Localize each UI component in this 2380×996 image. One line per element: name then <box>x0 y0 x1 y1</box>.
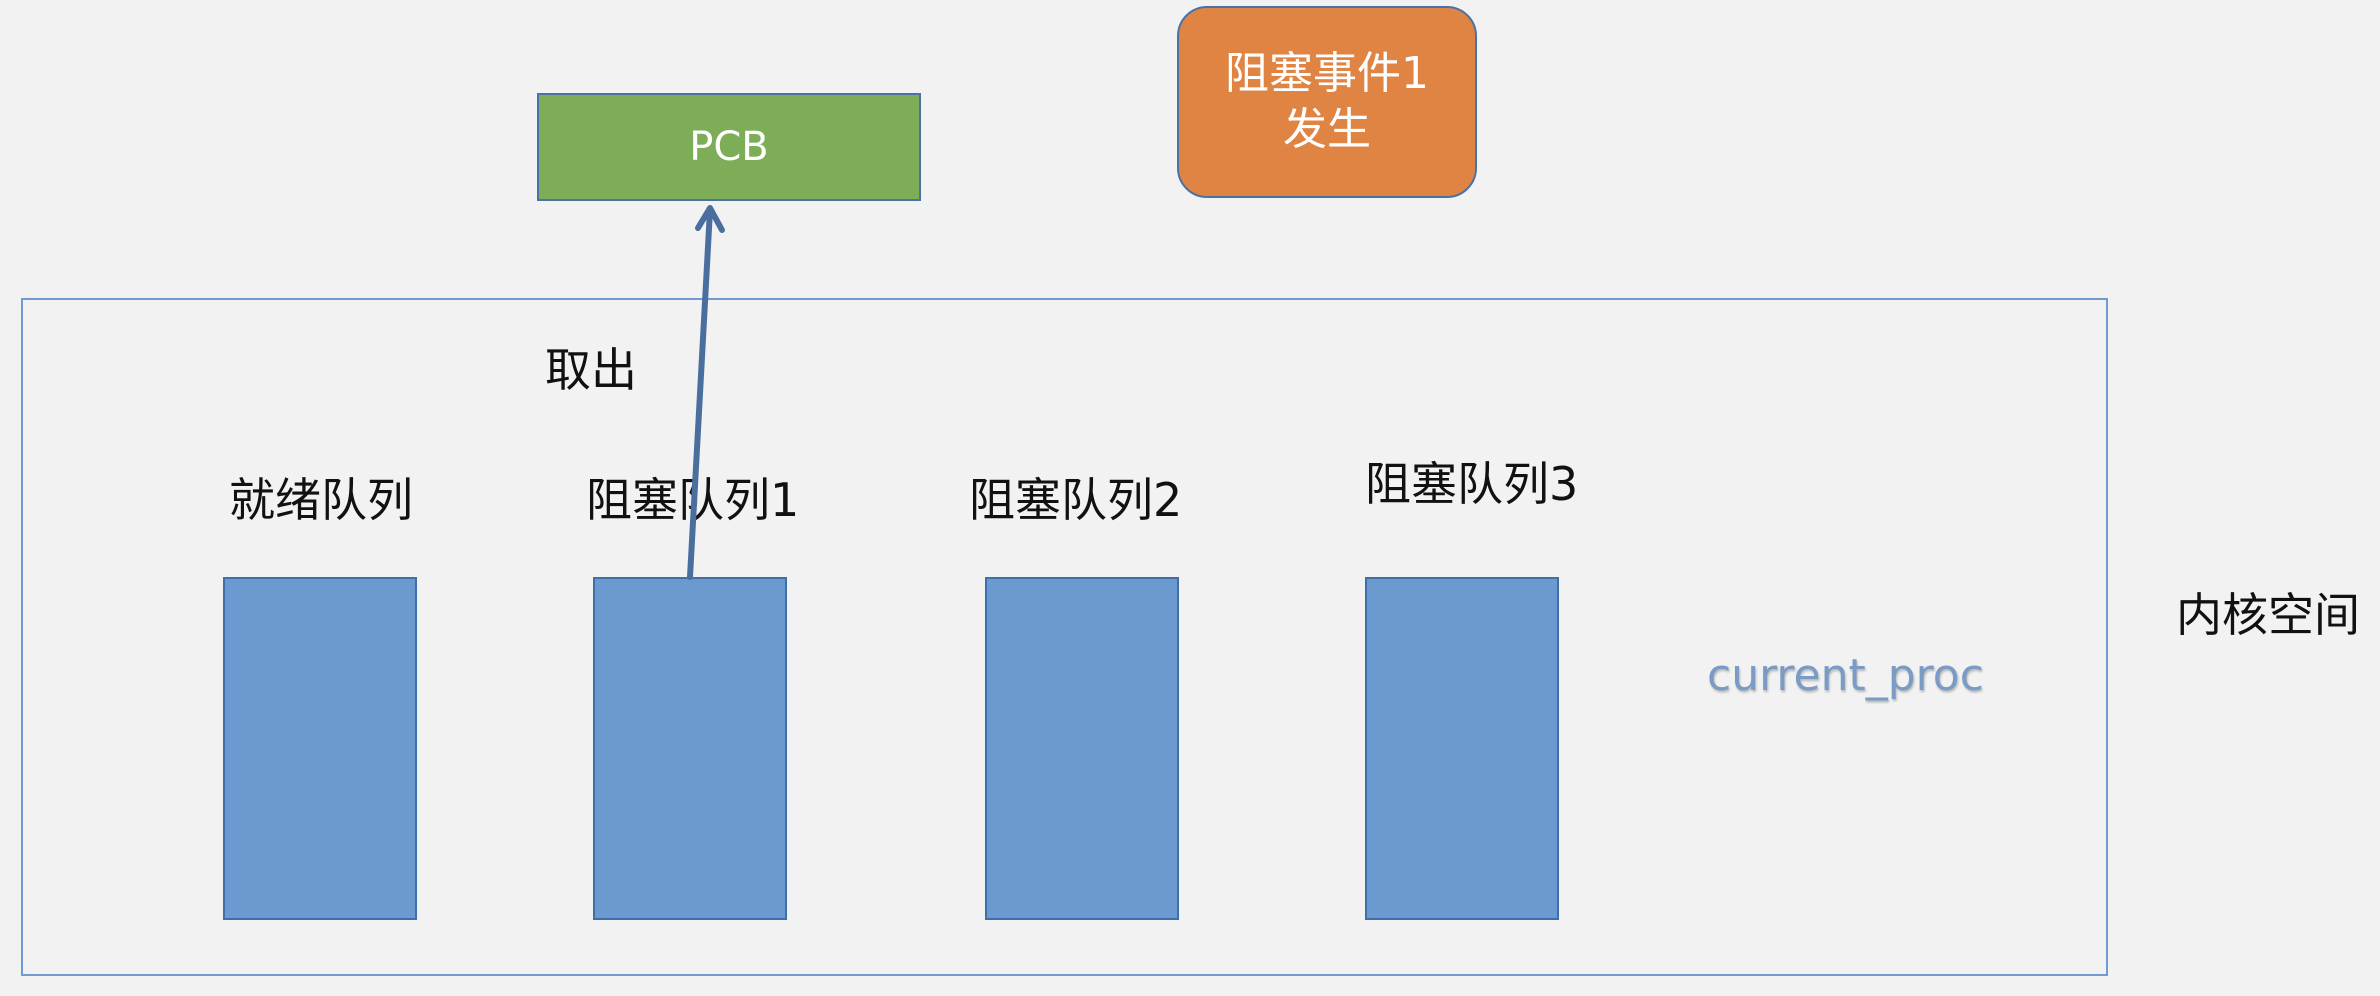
take-out-label: 取出 <box>545 343 637 397</box>
ready-queue-label: 就绪队列 <box>229 473 413 527</box>
blocked-queue-1-rect <box>593 577 787 920</box>
event-label-line2: 发生 <box>1283 104 1371 155</box>
blocked-queue-2-rect <box>985 577 1179 920</box>
pcb-box: PCB <box>537 93 921 201</box>
event-label-line1: 阻塞事件1 <box>1225 48 1429 99</box>
blocked-queue-3-label: 阻塞队列3 <box>1365 457 1579 511</box>
blocked-queue-3-rect <box>1365 577 1559 920</box>
blocked-queue-2-label: 阻塞队列2 <box>969 473 1183 527</box>
kernel-space-box <box>21 298 2108 976</box>
kernel-space-label: 内核空间 <box>2176 588 2360 642</box>
ready-queue-rect <box>223 577 417 920</box>
blocked-queue-1-label: 阻塞队列1 <box>586 473 800 527</box>
current-proc-label: current_proc <box>1707 650 1984 701</box>
arrow-head <box>695 205 725 233</box>
blocking-event-box: 阻塞事件1 发生 <box>1177 6 1477 198</box>
pcb-label: PCB <box>689 124 769 170</box>
